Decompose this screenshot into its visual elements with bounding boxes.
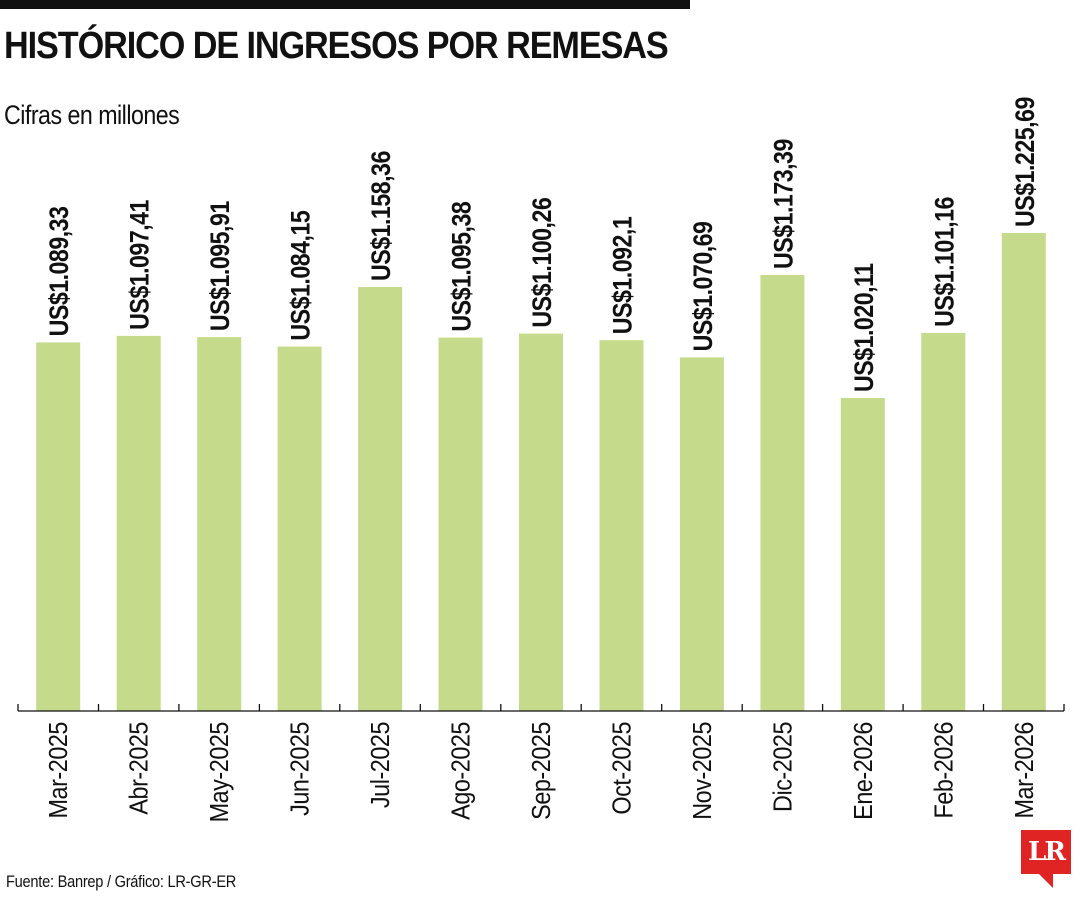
category-label-jul-2025: Jul-2025 xyxy=(367,722,395,808)
category-label-feb-2026: Feb-2026 xyxy=(930,722,958,819)
category-label-ago-2025: Ago-2025 xyxy=(447,722,475,820)
value-label-mar-2025: US$1.089,33 xyxy=(45,206,75,336)
category-label-nov-2025: Nov-2025 xyxy=(689,722,717,820)
bar-jun-2025 xyxy=(277,346,322,711)
category-label-ene-2026: Ene-2026 xyxy=(850,722,878,820)
value-label-ene-2026: US$1.020,11 xyxy=(849,263,879,392)
value-label-oct-2025: US$1.092,1 xyxy=(608,216,638,334)
value-label-jul-2025: US$1.158,36 xyxy=(367,151,397,281)
bar-sep-2025 xyxy=(519,333,563,711)
bars-group xyxy=(36,233,1046,711)
lr-logo-mark: LR xyxy=(1021,830,1071,874)
top-rule xyxy=(0,0,690,9)
bar-jul-2025 xyxy=(358,287,403,711)
lr-logo-tail xyxy=(1039,874,1053,888)
value-label-ago-2025: US$1.095,38 xyxy=(447,201,477,331)
value-label-jun-2025: US$1.084,15 xyxy=(286,210,316,340)
value-label-sep-2025: US$1.100,26 xyxy=(527,197,557,327)
bar-mar-2025 xyxy=(36,342,81,711)
category-label-mar-2026: Mar-2026 xyxy=(1011,722,1039,818)
bar-mar-2026 xyxy=(1001,233,1046,711)
value-label-nov-2025: US$1.070,69 xyxy=(688,221,718,351)
bar-oct-2025 xyxy=(599,340,644,711)
category-labels-group: Mar-2025 Abr-2025 May-2025 Jun-2025 Jul-2025… xyxy=(45,722,1039,822)
value-label-abr-2025: US$1.097,41 xyxy=(125,200,155,330)
bar-abr-2025 xyxy=(116,335,161,711)
category-label-mar-2025: Mar-2025 xyxy=(45,722,73,818)
chart-subtitle: Cifras en millones xyxy=(4,100,180,130)
source-note: Fuente: Banrep / Gráfico: LR-GR-ER xyxy=(6,872,237,891)
value-label-dic-2025: US$1.173,39 xyxy=(769,139,799,269)
bar-ene-2026 xyxy=(840,398,885,711)
category-label-abr-2025: Abr-2025 xyxy=(126,722,154,815)
value-label-mar-2026: US$1.225,69 xyxy=(1010,97,1040,227)
category-label-jun-2025: Jun-2025 xyxy=(287,722,315,816)
bar-dic-2025 xyxy=(760,275,805,711)
category-label-dic-2025: Dic-2025 xyxy=(769,722,797,812)
chart-title: HISTÓRICO DE INGRESOS POR REMESAS xyxy=(4,25,669,67)
bar-nov-2025 xyxy=(679,357,724,711)
value-label-feb-2026: US$1.101,16 xyxy=(930,197,960,327)
x-axis xyxy=(17,704,1065,712)
category-label-oct-2025: Oct-2025 xyxy=(608,722,636,815)
bar-ago-2025 xyxy=(438,337,483,711)
value-labels-group: US$1.089,33 US$1.097,41 US$1.095,91 US$1.08… xyxy=(45,97,1041,392)
value-label-may-2025: US$1.095,91 xyxy=(206,201,236,331)
bar-may-2025 xyxy=(197,337,242,711)
category-label-may-2025: May-2025 xyxy=(206,722,234,822)
lr-logo: LR xyxy=(1021,830,1071,888)
bar-feb-2026 xyxy=(921,332,966,711)
bar-chart: US$1.089,33 US$1.097,41 US$1.095,91 US$1.08… xyxy=(17,97,1065,822)
category-label-sep-2025: Sep-2025 xyxy=(528,722,556,820)
